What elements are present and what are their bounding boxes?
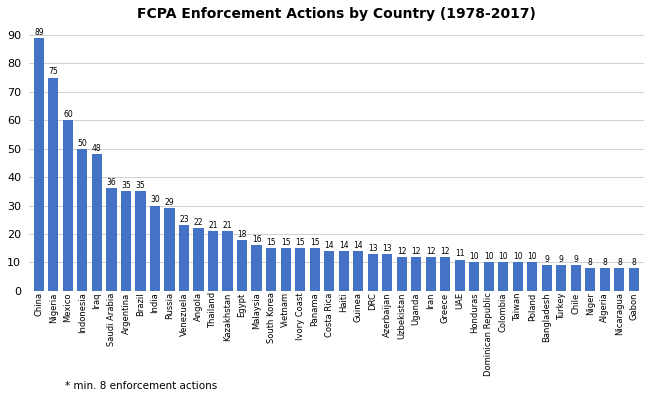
Bar (484, 263, 494, 291)
Text: 18: 18 (238, 229, 247, 239)
Text: 10: 10 (513, 252, 523, 261)
Text: 30: 30 (150, 196, 160, 205)
Text: 22: 22 (194, 218, 203, 227)
Text: 36: 36 (107, 179, 117, 187)
Bar (513, 263, 523, 291)
Text: 9: 9 (544, 255, 549, 264)
Text: 89: 89 (34, 28, 44, 36)
Bar (223, 231, 232, 291)
Bar (34, 38, 44, 291)
Text: 35: 35 (135, 181, 145, 190)
Text: 75: 75 (49, 68, 58, 76)
Bar (498, 263, 508, 291)
Bar (571, 265, 581, 291)
Text: 21: 21 (208, 221, 218, 230)
Bar (339, 251, 349, 291)
Text: 8: 8 (617, 258, 622, 267)
Bar (426, 257, 436, 291)
Bar (600, 268, 610, 291)
Bar (251, 245, 262, 291)
Text: 29: 29 (165, 198, 174, 207)
Bar (542, 265, 552, 291)
Bar (440, 257, 450, 291)
Bar (62, 120, 73, 291)
Text: 15: 15 (296, 238, 305, 247)
Bar (106, 188, 117, 291)
Bar (585, 268, 596, 291)
Text: 8: 8 (631, 258, 636, 267)
Bar (165, 209, 174, 291)
Text: 10: 10 (469, 252, 479, 261)
Bar (150, 205, 160, 291)
Text: 60: 60 (63, 110, 73, 119)
Bar (454, 260, 465, 291)
Text: 9: 9 (559, 255, 564, 264)
Text: 12: 12 (426, 246, 436, 256)
Bar (281, 248, 290, 291)
Text: 13: 13 (368, 244, 378, 253)
Bar (615, 268, 624, 291)
Text: 10: 10 (499, 252, 508, 261)
Text: 12: 12 (411, 246, 421, 256)
Bar (193, 228, 204, 291)
Bar (353, 251, 363, 291)
Bar (179, 226, 189, 291)
Bar (208, 231, 218, 291)
Text: 21: 21 (223, 221, 232, 230)
Text: 8: 8 (602, 258, 607, 267)
Text: 14: 14 (353, 241, 363, 250)
Bar (77, 149, 87, 291)
Text: * min. 8 enforcement actions: * min. 8 enforcement actions (65, 381, 217, 391)
Text: 10: 10 (527, 252, 537, 261)
Text: 15: 15 (281, 238, 290, 247)
Bar (527, 263, 537, 291)
Text: 8: 8 (588, 258, 592, 267)
Text: 11: 11 (455, 250, 465, 258)
Bar (266, 248, 276, 291)
Text: 23: 23 (179, 215, 189, 224)
Bar (295, 248, 305, 291)
Bar (382, 254, 393, 291)
Text: 48: 48 (92, 144, 102, 153)
Text: 9: 9 (574, 255, 578, 264)
Text: 16: 16 (252, 235, 261, 244)
Text: 12: 12 (441, 246, 450, 256)
Text: 13: 13 (382, 244, 392, 253)
Bar (48, 77, 59, 291)
Text: 14: 14 (339, 241, 348, 250)
Bar (237, 240, 247, 291)
Bar (121, 191, 131, 291)
Text: 15: 15 (310, 238, 320, 247)
Bar (396, 257, 407, 291)
Bar (368, 254, 378, 291)
Bar (556, 265, 566, 291)
Text: 35: 35 (121, 181, 131, 190)
Bar (92, 154, 102, 291)
Bar (411, 257, 421, 291)
Bar (324, 251, 334, 291)
Bar (469, 263, 479, 291)
Bar (629, 268, 639, 291)
Title: FCPA Enforcement Actions by Country (1978-2017): FCPA Enforcement Actions by Country (197… (137, 7, 536, 21)
Text: 50: 50 (77, 139, 87, 147)
Text: 15: 15 (266, 238, 276, 247)
Text: 10: 10 (484, 252, 493, 261)
Text: 12: 12 (397, 246, 406, 256)
Text: 14: 14 (324, 241, 334, 250)
Bar (135, 191, 146, 291)
Bar (309, 248, 320, 291)
